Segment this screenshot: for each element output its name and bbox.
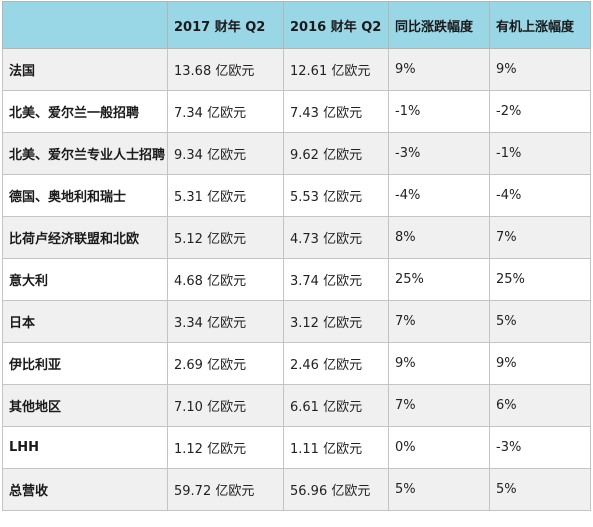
header-fy2017-q2: 2017 财年 Q2 — [167, 1, 284, 49]
fy2016-cell: 6.61 亿欧元 — [283, 384, 389, 427]
fy2016-cell: 5.53 亿欧元 — [283, 174, 389, 217]
yoy-cell: -1% — [388, 90, 490, 133]
table-row: 德国、奥地利和瑞士 5.31 亿欧元 5.53 亿欧元 -4% -4% — [2, 174, 591, 217]
organic-cell: -1% — [489, 132, 591, 175]
fy2017-cell: 59.72 亿欧元 — [167, 468, 284, 511]
fy2016-cell: 56.96 亿欧元 — [283, 468, 389, 511]
organic-cell: 5% — [489, 468, 591, 511]
region-cell: 伊比利亚 — [2, 342, 168, 385]
header-yoy-change: 同比涨跌幅度 — [388, 1, 490, 49]
fy2016-cell: 3.12 亿欧元 — [283, 300, 389, 343]
yoy-cell: 8% — [388, 216, 490, 259]
fy2016-cell: 12.61 亿欧元 — [283, 48, 389, 91]
region-cell: 德国、奥地利和瑞士 — [2, 174, 168, 217]
fy2016-cell: 9.62 亿欧元 — [283, 132, 389, 175]
yoy-cell: 9% — [388, 48, 490, 91]
fy2017-cell: 5.31 亿欧元 — [167, 174, 284, 217]
organic-cell: -4% — [489, 174, 591, 217]
region-cell: 其他地区 — [2, 384, 168, 427]
fy2017-cell: 5.12 亿欧元 — [167, 216, 284, 259]
yoy-cell: 7% — [388, 300, 490, 343]
region-cell: 日本 — [2, 300, 168, 343]
region-cell: 意大利 — [2, 258, 168, 301]
table-row: 日本 3.34 亿欧元 3.12 亿欧元 7% 5% — [2, 300, 591, 343]
fy2017-cell: 2.69 亿欧元 — [167, 342, 284, 385]
yoy-cell: 7% — [388, 384, 490, 427]
region-cell: 北美、爱尔兰一般招聘 — [2, 90, 168, 133]
fy2017-cell: 13.68 亿欧元 — [167, 48, 284, 91]
region-cell: 北美、爱尔兰专业人士招聘 — [2, 132, 168, 175]
yoy-cell: -3% — [388, 132, 490, 175]
region-cell: 比荷卢经济联盟和北欧 — [2, 216, 168, 259]
fy2017-cell: 4.68 亿欧元 — [167, 258, 284, 301]
organic-cell: -2% — [489, 90, 591, 133]
fy2017-cell: 3.34 亿欧元 — [167, 300, 284, 343]
fy2016-cell: 7.43 亿欧元 — [283, 90, 389, 133]
yoy-cell: 25% — [388, 258, 490, 301]
header-fy2016-q2: 2016 财年 Q2 — [283, 1, 389, 49]
revenue-table: 2017 财年 Q2 2016 财年 Q2 同比涨跌幅度 有机上涨幅度 法国 1… — [2, 1, 591, 511]
table-row: 法国 13.68 亿欧元 12.61 亿欧元 9% 9% — [2, 48, 591, 91]
fy2016-cell: 4.73 亿欧元 — [283, 216, 389, 259]
yoy-cell: -4% — [388, 174, 490, 217]
fy2017-cell: 1.12 亿欧元 — [167, 426, 284, 469]
organic-cell: 5% — [489, 300, 591, 343]
fy2017-cell: 7.10 亿欧元 — [167, 384, 284, 427]
organic-cell: 7% — [489, 216, 591, 259]
table-header-row: 2017 财年 Q2 2016 财年 Q2 同比涨跌幅度 有机上涨幅度 — [2, 1, 591, 49]
yoy-cell: 5% — [388, 468, 490, 511]
fy2017-cell: 7.34 亿欧元 — [167, 90, 284, 133]
region-cell: 总营收 — [2, 468, 168, 511]
header-organic-growth: 有机上涨幅度 — [489, 1, 591, 49]
organic-cell: 9% — [489, 342, 591, 385]
fy2016-cell: 1.11 亿欧元 — [283, 426, 389, 469]
region-cell: 法国 — [2, 48, 168, 91]
table-row-total: 总营收 59.72 亿欧元 56.96 亿欧元 5% 5% — [2, 468, 591, 511]
fy2017-cell: 9.34 亿欧元 — [167, 132, 284, 175]
table-row: 其他地区 7.10 亿欧元 6.61 亿欧元 7% 6% — [2, 384, 591, 427]
fy2016-cell: 2.46 亿欧元 — [283, 342, 389, 385]
header-region — [2, 1, 168, 49]
table-row: 伊比利亚 2.69 亿欧元 2.46 亿欧元 9% 9% — [2, 342, 591, 385]
yoy-cell: 0% — [388, 426, 490, 469]
table-row: 比荷卢经济联盟和北欧 5.12 亿欧元 4.73 亿欧元 8% 7% — [2, 216, 591, 259]
yoy-cell: 9% — [388, 342, 490, 385]
table-row: 北美、爱尔兰专业人士招聘 9.34 亿欧元 9.62 亿欧元 -3% -1% — [2, 132, 591, 175]
organic-cell: -3% — [489, 426, 591, 469]
organic-cell: 6% — [489, 384, 591, 427]
table-row: LHH 1.12 亿欧元 1.11 亿欧元 0% -3% — [2, 426, 591, 469]
table-row: 意大利 4.68 亿欧元 3.74 亿欧元 25% 25% — [2, 258, 591, 301]
organic-cell: 9% — [489, 48, 591, 91]
region-cell: LHH — [2, 426, 168, 469]
table-row: 北美、爱尔兰一般招聘 7.34 亿欧元 7.43 亿欧元 -1% -2% — [2, 90, 591, 133]
fy2016-cell: 3.74 亿欧元 — [283, 258, 389, 301]
organic-cell: 25% — [489, 258, 591, 301]
